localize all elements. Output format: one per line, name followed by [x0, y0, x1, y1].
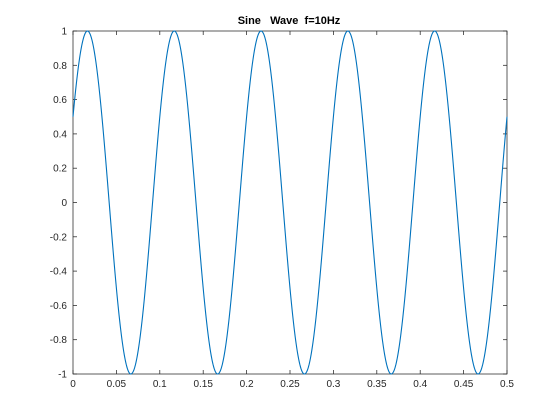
x-tick-label: 0.05 — [107, 379, 127, 390]
x-axis: 0 0.05 0.1 0.15 0.2 0.25 0.3 0.35 0.4 0.45 0.5 — [70, 31, 514, 390]
axes-box — [72, 30, 508, 375]
x-tick-label: 0.45 — [454, 379, 474, 390]
chart-title: Sine Wave f=10Hz — [238, 15, 341, 27]
y-tick-label: 0.4 — [53, 129, 67, 140]
y-tick-label: 0.8 — [53, 61, 67, 72]
x-tick-label: 0.4 — [413, 379, 427, 390]
x-tick-label: 0.5 — [500, 379, 514, 390]
y-tick-label: -0.8 — [50, 335, 68, 346]
x-tick-label: 0 — [70, 379, 76, 390]
y-tick-label: -0.6 — [50, 301, 68, 312]
y-tick-label: 1 — [61, 27, 67, 38]
y-tick-label: -0.2 — [50, 232, 68, 243]
x-tick-label: 0.2 — [240, 379, 254, 390]
y-axis: -1 -0.8 -0.6 -0.4 -0.2 0 0.2 0.4 0.6 0.8 1 — [50, 27, 507, 381]
y-tick-label: -0.4 — [50, 267, 68, 278]
x-tick-label: 0.1 — [153, 379, 167, 390]
x-tick-label: 0.35 — [367, 379, 387, 390]
y-tick-label: 0.6 — [53, 95, 67, 106]
x-tick-label: 0.3 — [326, 379, 340, 390]
x-tick-label: 0.25 — [280, 379, 300, 390]
y-tick-label: 0.2 — [53, 164, 67, 175]
x-tick-label: 0.15 — [193, 379, 213, 390]
y-tick-label: 0 — [61, 198, 67, 209]
series-line — [72, 30, 508, 375]
y-tick-label: -1 — [58, 370, 67, 381]
